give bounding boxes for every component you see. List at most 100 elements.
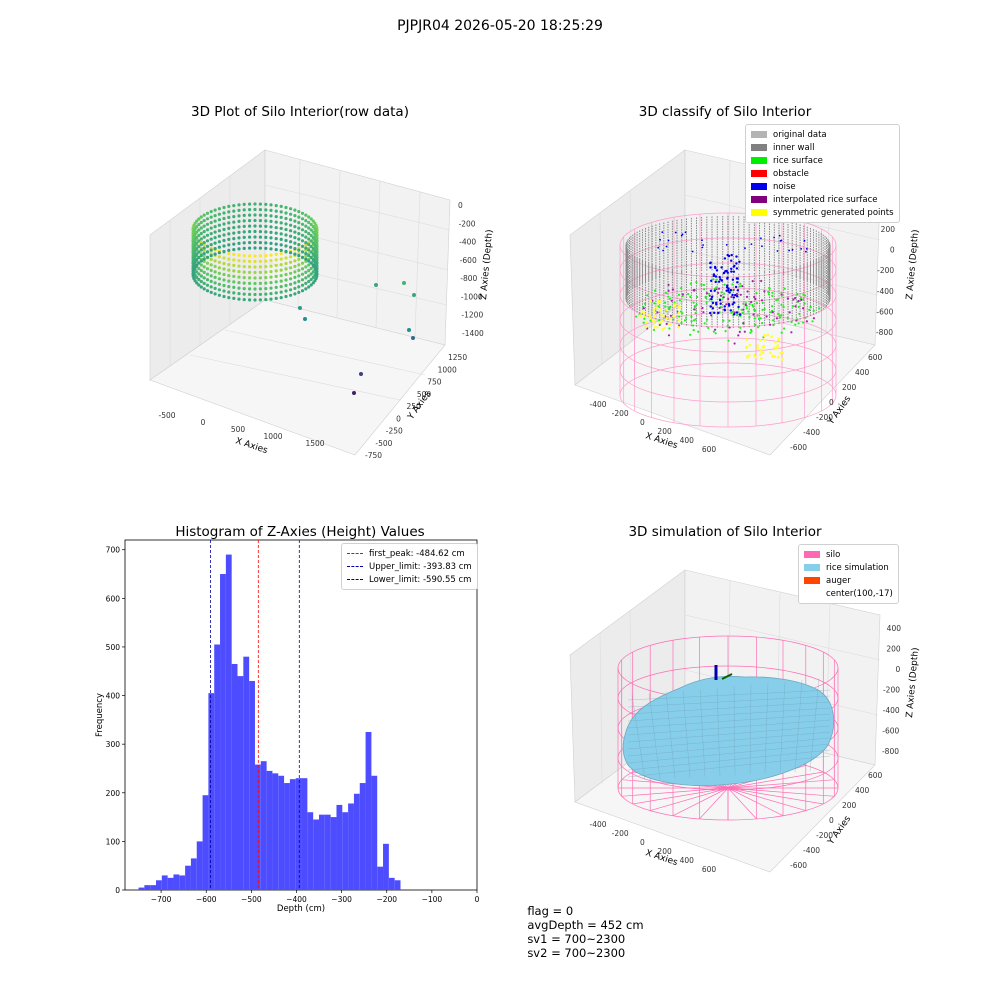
- noise-point: [709, 289, 713, 292]
- raw-point: [222, 238, 226, 243]
- raw-point: [293, 236, 297, 240]
- rice-surface-point: [802, 307, 805, 310]
- x-tick-label: −700: [151, 895, 172, 904]
- raw-point: [258, 224, 262, 228]
- raw-point: [297, 257, 301, 261]
- raw-point: [217, 277, 221, 281]
- rice-surface-point: [735, 292, 739, 295]
- rice-surface-point: [748, 316, 751, 319]
- raw-point: [232, 291, 236, 295]
- rice-surface-point: [750, 301, 753, 304]
- legend-label: Upper_limit: -393.83 cm: [369, 561, 472, 572]
- symmetric-point: [754, 355, 757, 359]
- raw-point: [248, 287, 252, 291]
- raw-point: [232, 220, 236, 224]
- raw-point: [284, 289, 288, 293]
- raw-point: [264, 254, 268, 258]
- raw-point: [293, 286, 297, 290]
- histogram-bar: [272, 773, 279, 890]
- raw-point: [205, 278, 210, 282]
- rice-surface-point: [786, 297, 790, 300]
- raw-point: [237, 259, 241, 263]
- raw-point: [227, 204, 231, 208]
- raw-point: [289, 240, 293, 244]
- raw-point: [209, 290, 213, 294]
- raw-point: [237, 225, 241, 229]
- symmetric-point: [775, 347, 779, 350]
- rice-surface-point: [680, 287, 683, 290]
- rice-surface-point: [667, 334, 671, 337]
- noise-point: [800, 248, 803, 250]
- rice-surface-point: [723, 292, 726, 295]
- raw-point: [293, 219, 297, 223]
- raw-point: [242, 259, 246, 263]
- raw-point: [253, 213, 257, 217]
- raw-point: [248, 292, 252, 296]
- raw-point: [307, 237, 311, 241]
- noise-point: [776, 250, 779, 252]
- raw-point: [248, 230, 252, 234]
- histogram-bar: [231, 663, 238, 890]
- symmetric-point: [773, 355, 776, 358]
- raw-point: [253, 298, 257, 302]
- raw-point: [217, 271, 221, 275]
- raw-point: [193, 260, 197, 264]
- raw-point: [402, 281, 406, 285]
- rice-surface-point: [702, 311, 705, 314]
- raw-point: [311, 275, 315, 279]
- rice-surface-point: [745, 295, 749, 298]
- raw-point: [309, 266, 313, 271]
- raw-point: [284, 256, 288, 260]
- noise-point: [779, 240, 782, 242]
- rice-surface-point: [712, 330, 716, 333]
- rice-surface-point: [771, 294, 774, 297]
- raw-point: [199, 231, 203, 236]
- raw-point: [217, 229, 221, 233]
- rice-surface-point: [680, 321, 683, 324]
- z-tick-label: 200: [881, 225, 896, 234]
- rice-surface-point: [760, 322, 764, 325]
- raw-point: [213, 247, 217, 251]
- rice-surface-point: [717, 287, 721, 290]
- rice-surface-point: [664, 301, 667, 304]
- sv2-text: sv2 = 700~2300: [527, 946, 626, 960]
- symmetric-point: [760, 357, 763, 360]
- raw-point: [293, 208, 297, 212]
- rice-surface-point: [759, 317, 762, 320]
- y-tick-label: -750: [365, 451, 382, 460]
- symmetric-point: [642, 311, 646, 315]
- raw-point: [307, 279, 311, 284]
- symmetric-point: [648, 313, 651, 317]
- raw-point: [197, 250, 201, 254]
- raw-point: [258, 287, 262, 291]
- raw-point: [202, 246, 206, 250]
- raw-point: [311, 241, 315, 245]
- raw-point: [279, 296, 283, 300]
- raw-point: [237, 275, 241, 279]
- raw-point: [222, 244, 226, 248]
- raw-point: [258, 292, 262, 296]
- noise-point: [719, 298, 722, 302]
- x-tick-label: -400: [589, 400, 606, 409]
- x-tick-label: 0: [640, 418, 645, 427]
- raw-point: [222, 294, 226, 299]
- noise-point: [727, 287, 730, 290]
- rice-surface-point: [751, 303, 754, 307]
- raw-point: [248, 213, 252, 217]
- rice-surface-point: [738, 285, 742, 288]
- x-tick-label: 200: [657, 427, 672, 436]
- raw-point: [311, 270, 315, 274]
- raw-point: [309, 277, 313, 282]
- symmetric-point: [759, 348, 763, 352]
- raw-point: [227, 252, 231, 256]
- noise-point: [735, 311, 739, 314]
- rice-surface-point: [755, 302, 759, 305]
- noise-point: [726, 253, 729, 257]
- y-tick-label: 0: [396, 414, 401, 423]
- raw-point: [248, 241, 252, 245]
- raw-point: [197, 255, 201, 260]
- symmetric-point: [644, 325, 648, 329]
- rice-surface-point: [726, 324, 729, 327]
- noise-point: [657, 246, 660, 249]
- rice-surface-point: [702, 283, 706, 287]
